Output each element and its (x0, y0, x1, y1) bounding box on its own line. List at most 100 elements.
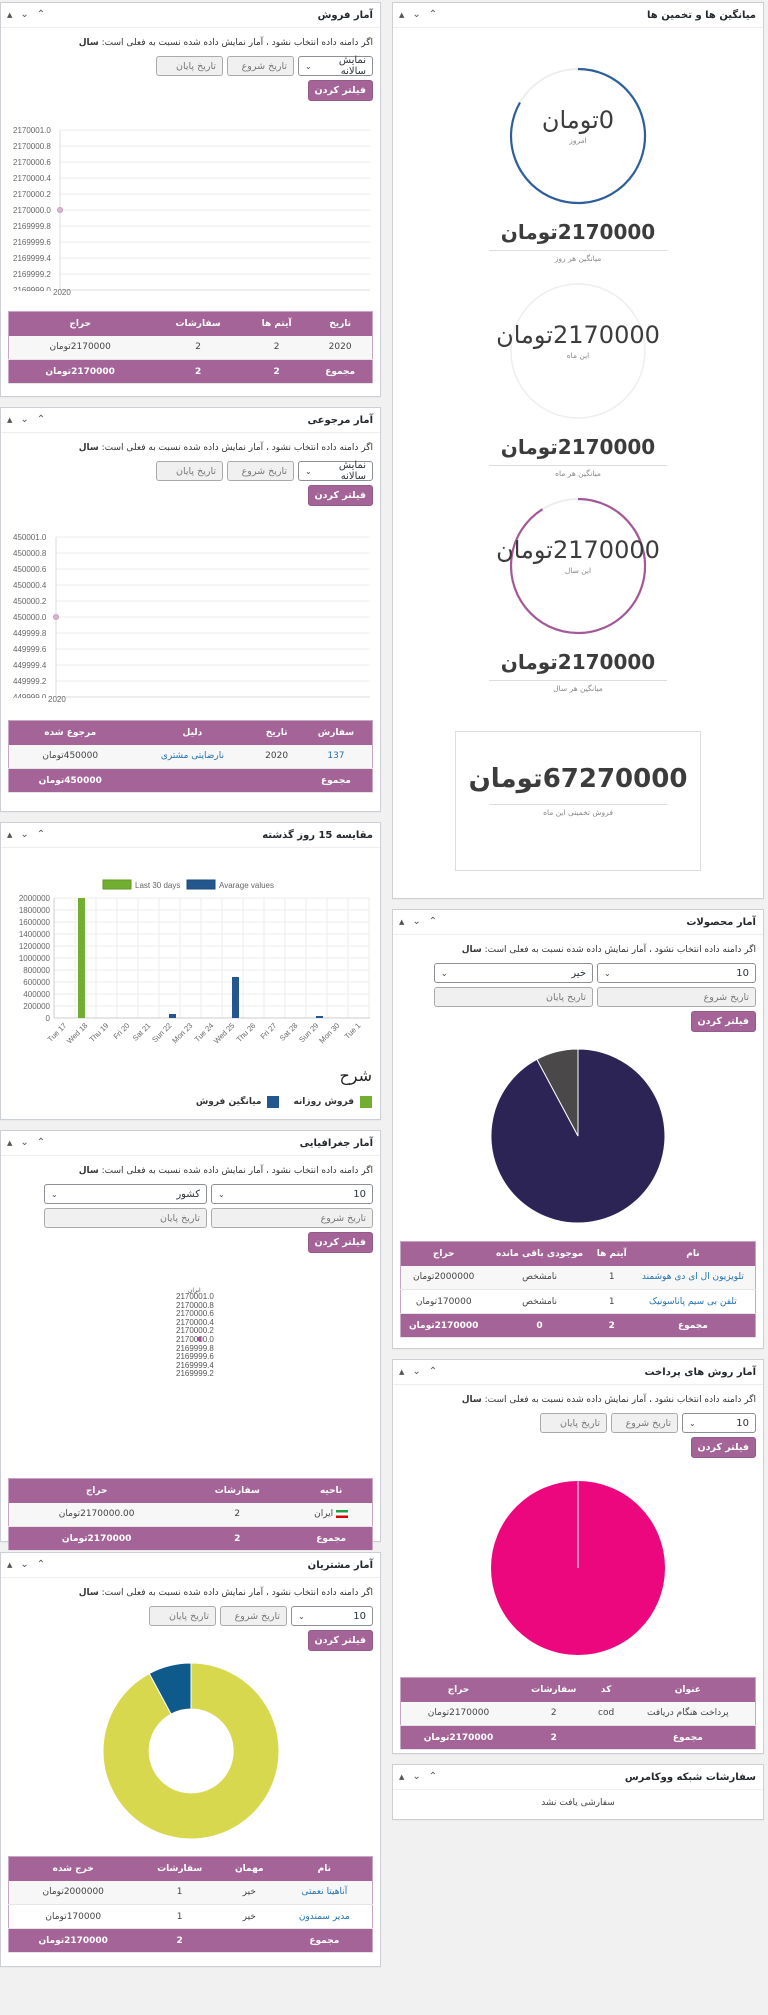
move-up-icon[interactable]: ⌃ (428, 916, 438, 927)
move-up-icon[interactable]: ⌃ (36, 1137, 46, 1148)
svg-text:2170000.0: 2170000.0 (13, 206, 51, 215)
order-link[interactable]: 137 (327, 751, 345, 762)
box-header: سفارشات شبکه ووکامرس ▲ ⌄ ⌃ (393, 1765, 763, 1790)
start-date-input[interactable]: تاریخ شروع (211, 1208, 373, 1228)
move-down-icon[interactable]: ⌄ (412, 916, 421, 927)
table-total-row: مجموع 2 2170000تومان (8, 1526, 373, 1551)
data-point[interactable] (197, 1337, 201, 1341)
end-date-input[interactable]: تاریخ پایان (434, 987, 593, 1007)
end-date-input[interactable]: تاریخ پایان (156, 461, 223, 481)
customer-link[interactable]: آناهیتا نعمتی (301, 1887, 348, 1898)
move-up-icon[interactable]: ⌃ (428, 9, 438, 20)
end-date-input[interactable]: تاریخ پایان (149, 1606, 216, 1626)
donut-slice-1[interactable] (102, 1662, 279, 1840)
region-type-select[interactable]: کشور ⌄ (44, 1184, 207, 1204)
move-down-icon[interactable]: ⌄ (412, 1366, 421, 1377)
start-date-input[interactable]: تاریخ شروع (227, 461, 294, 481)
data-point[interactable] (57, 207, 63, 213)
start-date-input[interactable]: تاریخ شروع (220, 1606, 287, 1626)
product-link[interactable]: تلفن بی سیم پاناسونیک (649, 1296, 737, 1307)
filter-button[interactable]: فیلتر کردن (690, 1011, 756, 1032)
variations-select[interactable]: خیر ⌄ (434, 963, 593, 983)
limit-select[interactable]: 10 ⌄ (682, 1413, 756, 1433)
move-down-icon[interactable]: ⌄ (412, 9, 421, 20)
box-title: آمار محصولات (686, 916, 756, 928)
move-up-icon[interactable]: ⌃ (428, 1366, 438, 1377)
chevron-down-icon: ⌄ (441, 968, 448, 978)
svg-text:449999.2: 449999.2 (13, 677, 47, 686)
bar-sun-29[interactable] (316, 1016, 323, 1018)
move-down-icon[interactable]: ⌄ (20, 9, 29, 20)
network-orders-box: سفارشات شبکه ووکامرس ▲ ⌄ ⌃ سفارشی یافت ن… (392, 1764, 764, 1820)
svg-text:Thu 19: Thu 19 (88, 1021, 111, 1044)
start-date-input[interactable]: تاریخ شروع (611, 1413, 678, 1433)
table-total-row: مجموع 450000تومان (8, 768, 373, 793)
box-header: مقایسه 15 روز گذشته ▲ ⌄ ⌃ (1, 823, 380, 848)
mode-select[interactable]: نمایش سالانه ⌄ (298, 460, 373, 482)
toggle-panel-icon[interactable]: ▲ (7, 10, 13, 19)
svg-text:449999.0: 449999.0 (13, 693, 47, 698)
filter-button[interactable]: فیلتر کردن (307, 1232, 373, 1253)
pie-slice-2[interactable] (536, 1048, 579, 1137)
filter-button[interactable]: فیلتر کردن (307, 80, 373, 101)
table-row: 137 2020 نارضایتی مشتری 450000تومان (8, 744, 373, 769)
toggle-panel-icon[interactable]: ▲ (399, 1367, 405, 1376)
estimate-card: 67270000تومان فروش تخمینی این ماه (455, 731, 701, 871)
filter-button[interactable]: فیلتر کردن (307, 485, 373, 506)
donut-slice-2[interactable] (148, 1662, 191, 1715)
end-date-input[interactable]: تاریخ پایان (156, 56, 223, 76)
svg-text:1800000: 1800000 (19, 906, 51, 915)
move-down-icon[interactable]: ⌄ (20, 414, 29, 425)
legend-swatch-last30 (102, 879, 132, 890)
toggle-panel-icon[interactable]: ▲ (7, 1560, 13, 1569)
svg-text:2169999.0: 2169999.0 (13, 286, 51, 291)
toggle-panel-icon[interactable]: ▲ (399, 1772, 405, 1781)
bar-wed-18[interactable] (78, 898, 85, 1018)
move-up-icon[interactable]: ⌃ (36, 414, 46, 425)
table-row: مدیر سمندون خیر 1 170000تومان (8, 1904, 373, 1929)
limit-select[interactable]: 10 ⌄ (291, 1606, 373, 1626)
move-down-icon[interactable]: ⌄ (20, 1137, 29, 1148)
reason-link[interactable]: نارضایتی مشتری (160, 751, 224, 762)
end-date-input[interactable]: تاریخ پایان (540, 1413, 607, 1433)
move-down-icon[interactable]: ⌄ (20, 829, 29, 840)
legend-title: شرح (339, 1066, 372, 1085)
limit-select[interactable]: 10 ⌄ (211, 1184, 373, 1204)
range-note: اگر دامنه داده انتخاب نشود ، آمار نمایش … (78, 443, 373, 453)
toggle-panel-icon[interactable]: ▲ (7, 1138, 13, 1147)
move-up-icon[interactable]: ⌃ (36, 829, 46, 840)
x-tick: 2020 (53, 288, 71, 297)
filter-button[interactable]: فیلتر کردن (307, 1630, 373, 1651)
start-date-input[interactable]: تاریخ شروع (597, 987, 756, 1007)
products-pie-chart (400, 1048, 756, 1227)
move-down-icon[interactable]: ⌄ (20, 1559, 29, 1570)
toggle-panel-icon[interactable]: ▲ (7, 830, 13, 839)
toggle-panel-icon[interactable]: ▲ (7, 415, 13, 424)
limit-select[interactable]: 10 ⌄ (597, 963, 756, 983)
product-link[interactable]: تلویزیون ال ای دی هوشمند (641, 1272, 744, 1283)
bar-wed-25[interactable] (232, 977, 239, 1018)
move-up-icon[interactable]: ⌃ (36, 9, 46, 20)
end-date-input[interactable]: تاریخ پایان (44, 1208, 207, 1228)
customer-link[interactable]: مدیر سمندون (298, 1911, 350, 1922)
filter-button[interactable]: فیلتر کردن (690, 1437, 756, 1458)
box-title: آمار مرجوعی (307, 414, 373, 426)
y-axis-ticks: 2170001.0 2170000.8 2170000.6 2170000.4 … (176, 1292, 214, 1379)
move-up-icon[interactable]: ⌃ (36, 1559, 46, 1570)
data-point[interactable] (53, 614, 59, 620)
toggle-panel-icon[interactable]: ▲ (399, 917, 405, 926)
start-date-input[interactable]: تاریخ شروع (227, 56, 294, 76)
svg-text:2169999.4: 2169999.4 (13, 254, 51, 263)
chevron-down-icon: ⌄ (51, 1189, 58, 1199)
bar-sun-22[interactable] (169, 1014, 176, 1018)
compare-bar-chart: Last 30 days Avarage values 2000000 1800… (1, 848, 380, 1118)
move-down-icon[interactable]: ⌄ (412, 1771, 421, 1782)
svg-text:Mon 30: Mon 30 (317, 1021, 341, 1045)
customers-table: نام مهمان سفارشات خرج شده آناهیتا نعمتی خیر 1… (8, 1856, 373, 1953)
box-header: آمار فروش ▲ ⌄ ⌃ (1, 3, 380, 28)
toggle-panel-icon[interactable]: ▲ (399, 10, 405, 19)
mode-select[interactable]: نمایش سالانه ⌄ (298, 55, 373, 77)
box-title: آمار مشتریان (307, 1559, 373, 1571)
move-up-icon[interactable]: ⌃ (428, 1771, 438, 1782)
svg-text:800000: 800000 (23, 966, 50, 975)
